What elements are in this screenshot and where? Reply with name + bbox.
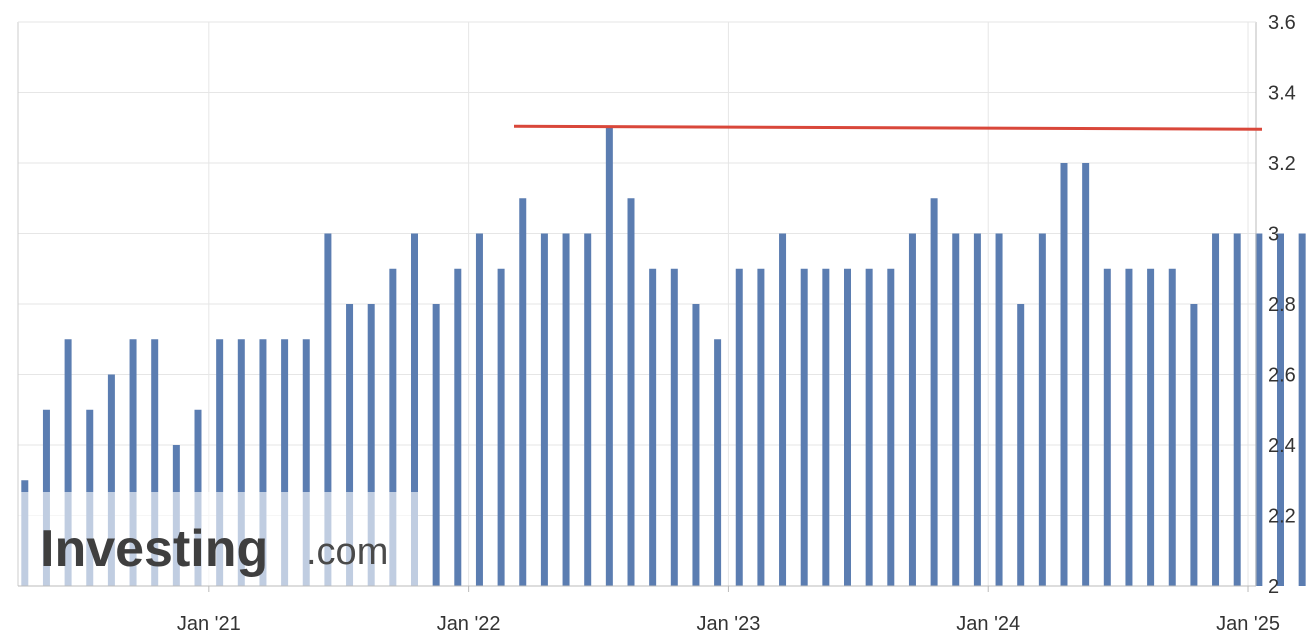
bar <box>324 233 332 586</box>
bar <box>952 233 960 586</box>
bar <box>1298 233 1306 586</box>
bar <box>1277 233 1284 586</box>
bar <box>1017 304 1025 586</box>
bar <box>432 304 440 586</box>
bar <box>930 198 938 586</box>
y-tick-label: 2.8 <box>1268 294 1296 316</box>
y-tick-label: 2.6 <box>1268 365 1296 387</box>
bar <box>865 268 873 586</box>
x-axis-ticks: Jan '21 Jan '22 Jan '23 Jan '24 Jan '25 <box>177 586 1280 635</box>
bar <box>735 268 743 586</box>
reference-line <box>513 124 1263 131</box>
bar <box>497 268 505 586</box>
bar <box>649 268 657 586</box>
bar <box>627 198 635 586</box>
bar <box>64 339 72 586</box>
bar <box>1255 233 1263 586</box>
bar <box>237 339 245 586</box>
y-axis-ticks: 2 2.2 2.4 2.6 2.8 3 3.2 3.4 3.6 <box>1268 12 1296 598</box>
investing-watermark: Investing .com <box>18 492 418 586</box>
watermark-brand-text: Investing <box>40 520 268 578</box>
bar <box>800 268 808 586</box>
x-tick-label: Jan '23 <box>696 613 760 635</box>
bar <box>1125 268 1133 586</box>
bar <box>1038 233 1046 586</box>
bar <box>973 233 981 586</box>
bar <box>779 233 787 586</box>
bar <box>1212 233 1220 586</box>
bar <box>540 233 548 586</box>
bar <box>692 304 700 586</box>
bar <box>670 268 678 586</box>
bar <box>714 339 722 586</box>
bar <box>259 339 267 586</box>
bar <box>1147 268 1155 586</box>
bar <box>367 304 375 586</box>
y-tick-label: 2.2 <box>1268 506 1296 528</box>
reference-line-group <box>513 124 1263 131</box>
bar <box>757 268 765 586</box>
bar <box>411 233 418 586</box>
bar <box>454 268 462 586</box>
bar <box>1060 163 1068 586</box>
bar <box>1233 233 1241 586</box>
bar <box>605 127 613 586</box>
y-tick-label: 3.2 <box>1268 153 1296 175</box>
y-tick-label: 2.4 <box>1268 435 1296 457</box>
bar <box>1168 268 1176 586</box>
bar <box>216 339 224 586</box>
x-tick-label: Jan '21 <box>177 613 241 635</box>
bar <box>908 233 916 586</box>
bar <box>844 268 851 586</box>
bar <box>302 339 310 586</box>
bar <box>1103 268 1111 586</box>
bar <box>1190 304 1198 586</box>
y-tick-label: 3.4 <box>1268 83 1296 105</box>
x-tick-label: Jan '25 <box>1216 613 1280 635</box>
watermark-suffix-text: .com <box>306 531 388 573</box>
bar <box>519 198 527 586</box>
x-tick-label: Jan '24 <box>956 613 1020 635</box>
y-tick-label: 2 <box>1268 576 1279 598</box>
bar <box>107 374 115 586</box>
axes <box>17 21 1257 587</box>
bar <box>887 268 895 586</box>
bar <box>995 233 1003 586</box>
bar <box>475 233 483 586</box>
bar <box>129 339 137 586</box>
y-tick-label: 3 <box>1268 224 1279 246</box>
y-tick-label: 3.6 <box>1268 12 1296 34</box>
bar <box>1082 163 1090 586</box>
bar <box>822 268 830 586</box>
x-tick-label: Jan '22 <box>437 613 501 635</box>
bar <box>584 233 592 586</box>
watermark-backdrop <box>18 492 418 586</box>
bar <box>562 233 570 586</box>
bar <box>151 339 159 586</box>
bar <box>346 304 354 586</box>
bar <box>281 339 289 586</box>
bar <box>389 268 397 586</box>
